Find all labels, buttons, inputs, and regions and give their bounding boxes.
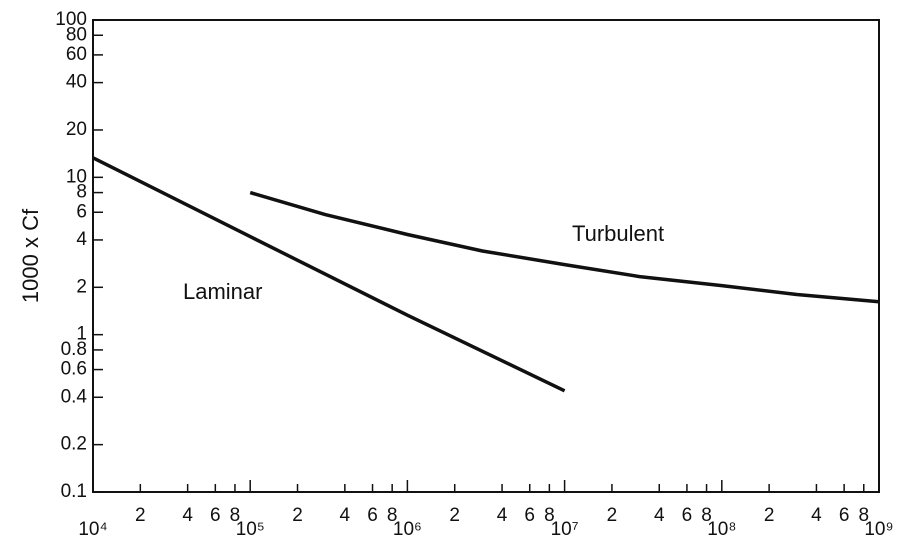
- y-tick-label: 0.6: [61, 359, 87, 380]
- x-tick-label: 8: [544, 505, 555, 526]
- y-tick-label: 2: [76, 276, 87, 297]
- x-tick-label: 6: [210, 505, 221, 526]
- y-tick-label: 40: [66, 72, 87, 93]
- series-annotation: Laminar: [183, 279, 262, 304]
- x-tick-label: 2: [607, 505, 618, 526]
- y-axis-label: 1000 x Cf: [18, 208, 43, 303]
- y-tick-label: 0.2: [61, 434, 87, 455]
- series-annotation: Turbulent: [572, 221, 664, 246]
- x-tick-label: 2: [449, 505, 460, 526]
- x-tick-label: 10⁹: [864, 519, 893, 540]
- x-tick-label: 10⁷: [551, 519, 579, 540]
- x-tick-label: 6: [839, 505, 850, 526]
- x-tick-label: 4: [654, 505, 665, 526]
- x-tick-label: 8: [701, 505, 712, 526]
- x-tick-label: 10⁴: [78, 519, 107, 540]
- x-tick-label: 6: [367, 505, 378, 526]
- x-tick-label: 4: [497, 505, 508, 526]
- x-tick-label: 2: [764, 505, 775, 526]
- y-tick-label: 1: [76, 324, 87, 345]
- series-line: [249, 190, 880, 304]
- x-tick-label: 8: [387, 505, 398, 526]
- y-tick-label: 0.1: [61, 481, 87, 502]
- series-line: [92, 156, 566, 393]
- y-tick-label: 100: [55, 9, 87, 30]
- x-tick-label: 10⁶: [393, 519, 422, 540]
- y-tick-label: 80: [66, 24, 87, 45]
- x-tick-label: 2: [292, 505, 303, 526]
- x-tick-label: 4: [182, 505, 193, 526]
- x-tick-label: 4: [811, 505, 822, 526]
- y-tick-label: 4: [76, 229, 87, 250]
- y-tick-label: 10: [66, 166, 87, 187]
- x-tick-label: 10⁸: [707, 519, 736, 540]
- y-tick-label: 0.8: [61, 339, 87, 360]
- x-tick-label: 6: [524, 505, 535, 526]
- y-tick-label: 0.4: [61, 386, 88, 407]
- y-tick-label: 60: [66, 44, 87, 65]
- x-tick-label: 2: [135, 505, 146, 526]
- x-tick-label: 6: [682, 505, 693, 526]
- x-tick-label: 8: [230, 505, 241, 526]
- y-tick-label: 20: [66, 119, 87, 140]
- x-tick-label: 8: [858, 505, 869, 526]
- plot-frame: [92, 19, 880, 493]
- y-tick-label: 6: [76, 201, 87, 222]
- x-tick-label: 4: [340, 505, 351, 526]
- x-tick-label: 10⁵: [236, 519, 265, 540]
- y-tick-label: 8: [76, 182, 87, 203]
